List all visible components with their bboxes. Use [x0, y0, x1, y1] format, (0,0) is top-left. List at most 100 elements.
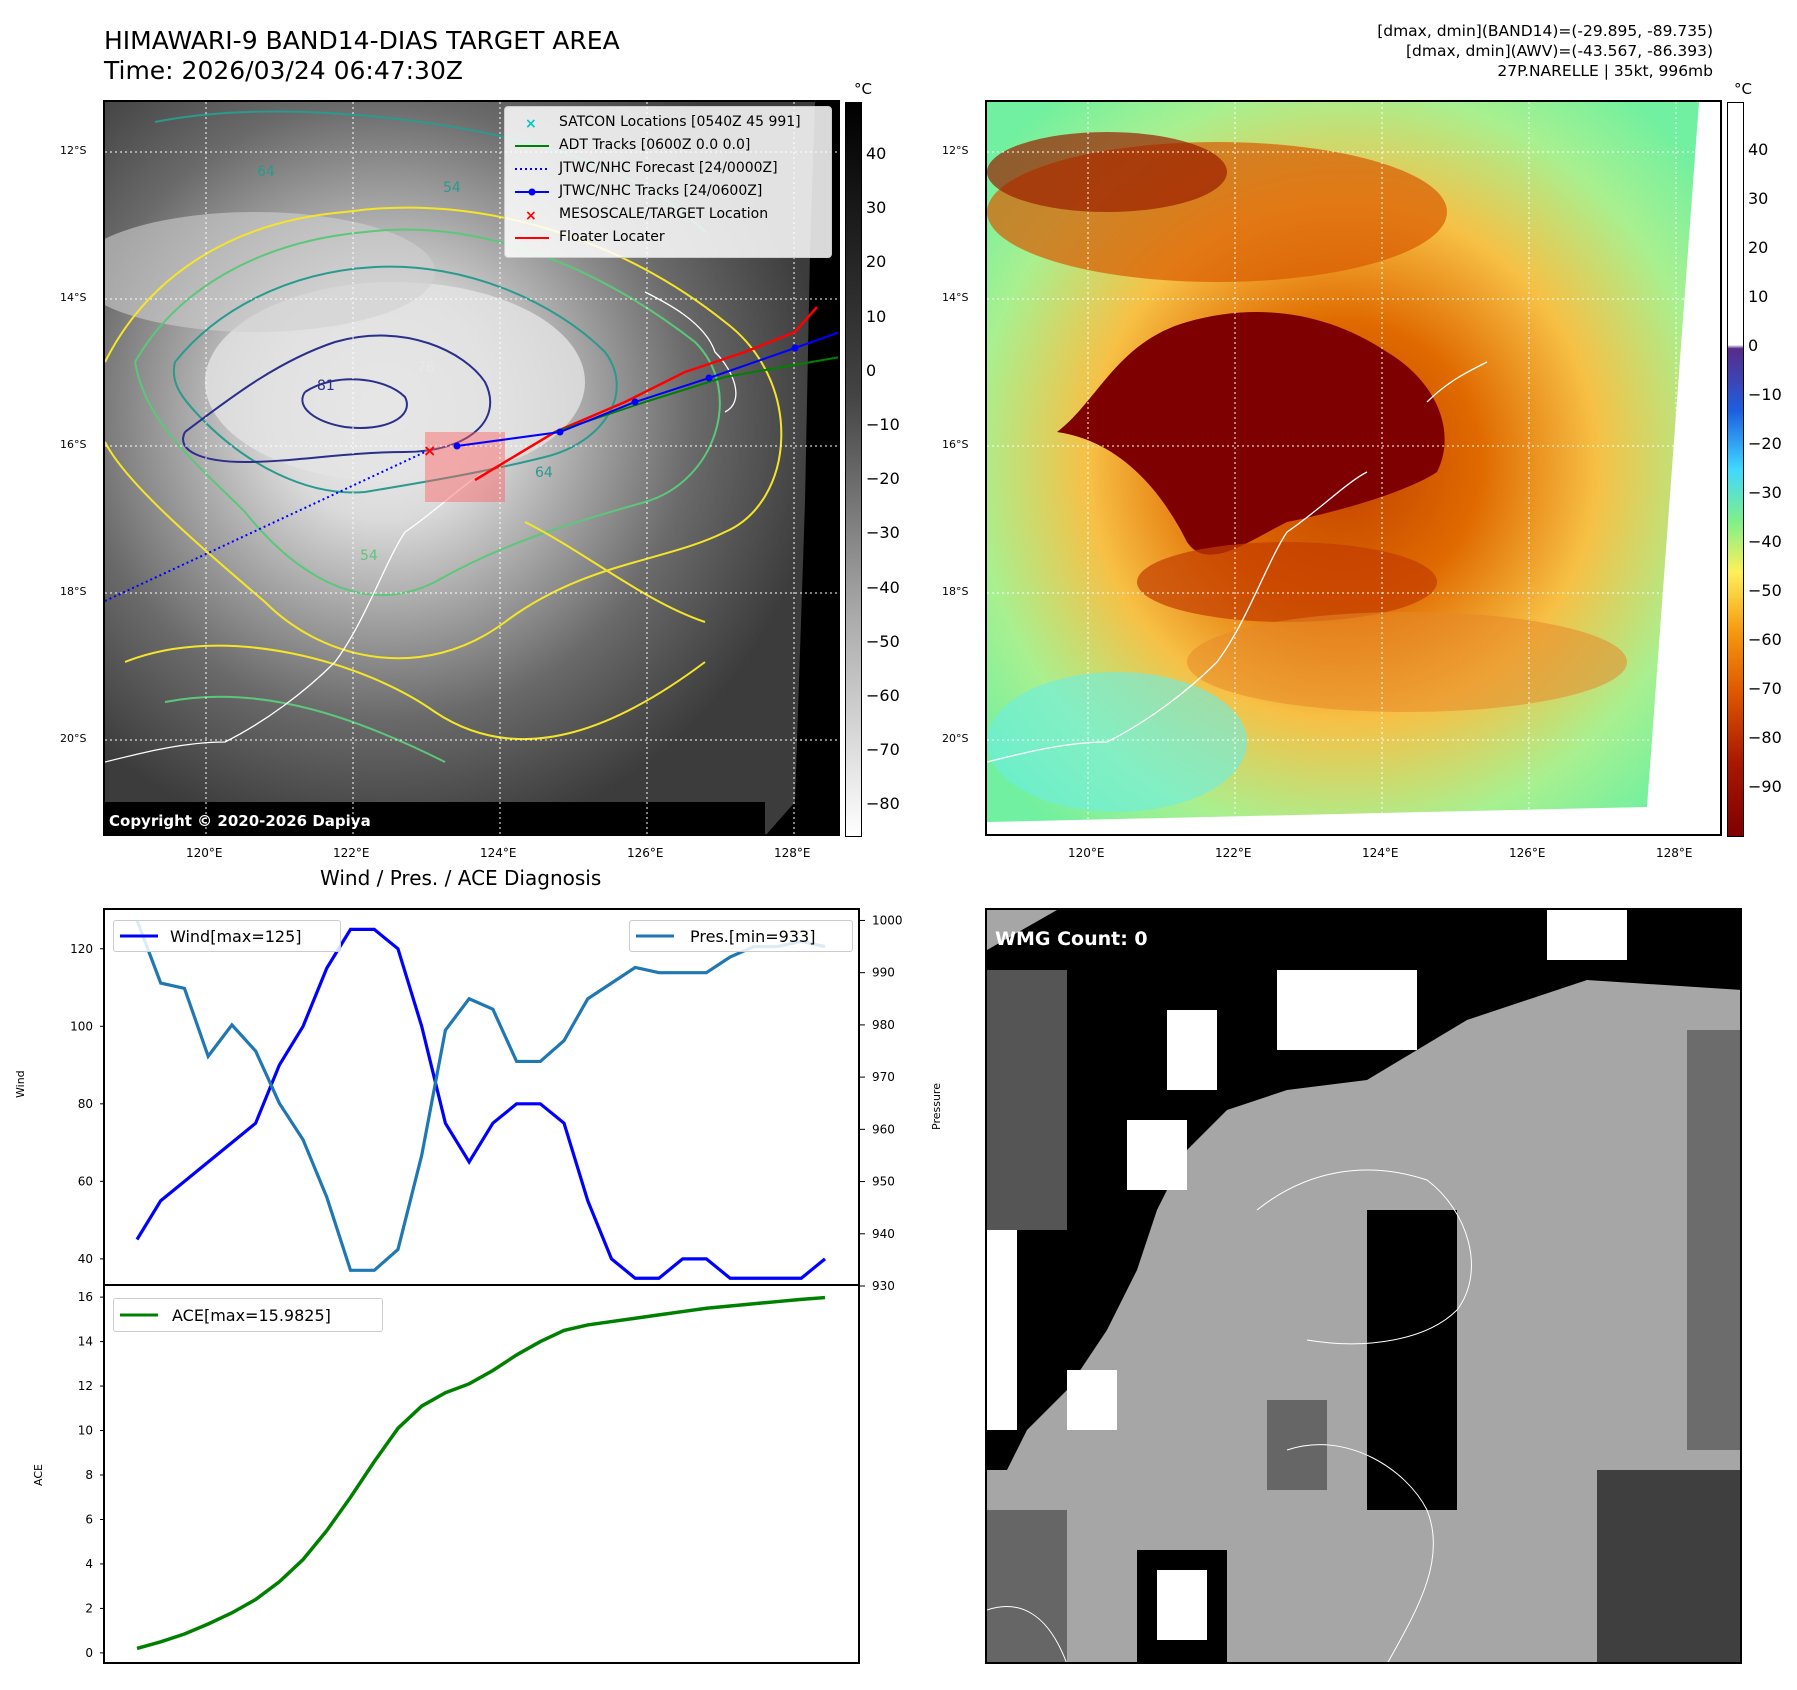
pressure-ytick-label: 940: [872, 1227, 895, 1241]
lon-tick: 120°E: [1068, 846, 1105, 860]
lon-tick: 122°E: [1215, 846, 1252, 860]
colorbar-tick: −60: [866, 686, 900, 705]
wind-ytick-label: 120: [70, 942, 93, 956]
pressure-ytick-label: 950: [872, 1175, 895, 1189]
colorbar-tick: −50: [1748, 581, 1782, 600]
wind-legend: Wind[max=125]: [113, 920, 341, 952]
lat-tick: 20°S: [60, 732, 87, 745]
figure-time: Time: 2026/03/24 06:47:30Z: [104, 56, 463, 85]
jtwc-track: [456, 331, 838, 447]
ace-ytick-label: 12: [78, 1379, 93, 1393]
diagnosis-title: Wind / Pres. / ACE Diagnosis: [320, 866, 602, 890]
contour-label: 54: [360, 548, 378, 564]
ace-axis-label: ACE: [32, 1464, 45, 1486]
ace-ytick-label: 14: [78, 1335, 93, 1349]
colorbar-tick: −70: [866, 740, 900, 760]
colorbar-rainbow: [1727, 102, 1744, 837]
ir-grayscale-map: × 64 54 76 81 54 64 × SATCON Locations […: [103, 100, 840, 836]
lat-tick: 18°S: [942, 585, 969, 598]
gray-region: [987, 970, 1067, 1230]
contour-label: 64: [535, 465, 553, 481]
lat-tick: 18°S: [60, 585, 87, 598]
wind-ytick-label: 40: [78, 1252, 93, 1266]
track-legend: × SATCON Locations [0540Z 45 991] ADT Tr…: [504, 106, 832, 258]
ir-color-map: [985, 100, 1722, 836]
colorbar-tick: −20: [866, 469, 900, 489]
lon-tick: 126°E: [1509, 846, 1546, 860]
contour-label: 54: [443, 180, 461, 196]
pressure-ytick-label: 930: [872, 1279, 895, 1293]
colorbar-tick: −30: [1748, 483, 1782, 502]
colorbar-tick: 10: [866, 306, 887, 326]
colorbar-tick: 20: [866, 252, 887, 272]
lon-tick: 124°E: [1362, 846, 1399, 860]
wind-ytick-label: 60: [78, 1174, 93, 1188]
contour-label: 76: [417, 360, 435, 376]
colorbar-unit: °C: [854, 80, 872, 98]
colorbar-unit: °C: [1734, 80, 1752, 98]
colorbar-tick: −80: [1748, 728, 1782, 747]
colorbar-tick: −10: [866, 415, 900, 434]
lon-tick: 128°E: [774, 846, 811, 860]
colorbar-tick: −20: [1748, 434, 1782, 453]
lat-tick: 16°S: [60, 438, 87, 451]
lon-tick: 126°E: [627, 846, 664, 860]
pressure-ytick-label: 960: [872, 1122, 895, 1136]
lat-tick: 16°S: [942, 438, 969, 451]
pressure-ytick-label: 1000: [872, 913, 903, 927]
colorbar-tick: 0: [866, 360, 877, 380]
wmg-count: WMG Count: 0: [995, 928, 1148, 950]
colorbar-tick: 0: [1748, 336, 1759, 355]
colorbar-tick: −80: [866, 794, 900, 814]
storm-info: 27P.NARELLE | 35kt, 996mb: [1497, 62, 1713, 80]
jtwc-forecast-track: [105, 451, 426, 602]
ace-line: [136, 1295, 826, 1651]
lat-tick: 14°S: [60, 291, 87, 304]
lon-tick: 124°E: [480, 846, 517, 860]
ace-ytick-label: 0: [85, 1646, 93, 1660]
ace-ytick-label: 10: [78, 1424, 93, 1438]
colorbar-tick: −30: [866, 523, 900, 543]
pressure-line: [135, 919, 826, 1272]
pressure-axis-label: Pressure: [930, 1083, 943, 1130]
pressure-legend: Pres.[min=933]: [629, 920, 853, 952]
wmg-map: WMG Count: 0: [985, 908, 1742, 1664]
colorbar-tick: 40: [1748, 140, 1769, 159]
pressure-ytick-label: 980: [872, 1018, 895, 1032]
lon-tick: 128°E: [1656, 846, 1693, 860]
band14-range: [dmax, dmin](BAND14)=(-29.895, -89.735): [1377, 22, 1713, 40]
colorbar-tick: −40: [1748, 532, 1782, 551]
wind-pressure-chart: 40 60 80 100 120 930 940 950 960 970 980 990 1000 Wi…: [70, 908, 903, 1293]
colorbar-tick: −50: [866, 631, 900, 651]
coldest-cloud-top: [1057, 312, 1445, 555]
ace-ytick-label: 6: [85, 1512, 93, 1526]
floater-box: [425, 432, 505, 502]
ace-ytick-label: 2: [85, 1601, 93, 1615]
copyright: Copyright © 2020-2026 Dapiya: [109, 812, 371, 830]
ace-legend: ACE[max=15.9825]: [113, 1298, 383, 1332]
lat-tick: 20°S: [942, 732, 969, 745]
lat-tick: 12°S: [942, 144, 969, 157]
ace-ytick-label: 8: [85, 1468, 93, 1482]
ace-ytick-label: 4: [85, 1557, 93, 1571]
cold-cloud-core: [205, 282, 585, 482]
colorbar-tick: 30: [1748, 189, 1769, 208]
wind-axis-label: Wind: [14, 1070, 27, 1098]
pressure-ytick-label: 990: [872, 966, 895, 980]
contour-label: 81: [317, 378, 335, 394]
colorbar-tick: 30: [866, 198, 887, 218]
colorbar-tick: 10: [1748, 287, 1769, 306]
awv-range: [dmax, dmin](AWV)=(-43.567, -86.393): [1406, 42, 1713, 60]
colorbar-tick: 40: [866, 144, 887, 163]
figure-title: HIMAWARI-9 BAND14-DIAS TARGET AREA: [104, 26, 620, 55]
wind-line: [135, 927, 827, 1280]
target-location-marker: ×: [423, 441, 436, 460]
lat-tick: 14°S: [942, 291, 969, 304]
ace-ytick-label: 16: [78, 1290, 93, 1304]
wind-ytick-label: 80: [78, 1097, 93, 1111]
pressure-ytick-label: 970: [872, 1070, 895, 1084]
svg-text:×: ×: [525, 208, 537, 224]
lon-tick: 122°E: [333, 846, 370, 860]
lon-tick: 120°E: [186, 846, 223, 860]
colorbar-tick: −10: [1748, 385, 1782, 404]
